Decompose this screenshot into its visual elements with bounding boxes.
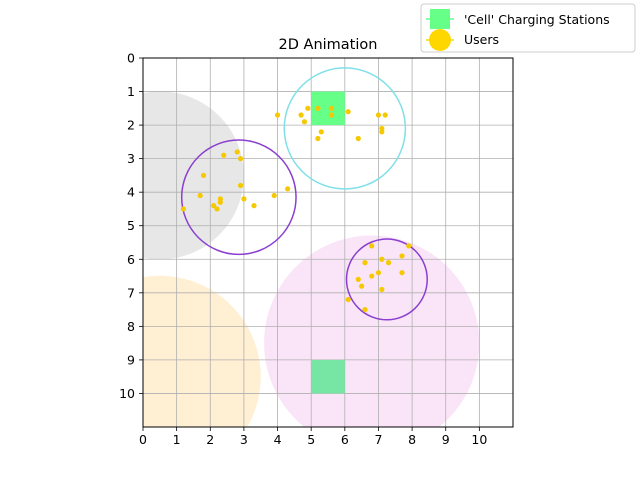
y-tick-label-1: 1 xyxy=(127,84,135,99)
user-point-43 xyxy=(345,296,351,303)
user-point-29 xyxy=(214,206,220,212)
x-tick-label-3: 3 xyxy=(240,432,248,447)
user-point-17 xyxy=(221,152,227,158)
x-tick-label-5: 5 xyxy=(307,432,315,447)
ring-layer xyxy=(180,67,428,321)
x-tick-label-2: 2 xyxy=(206,432,214,447)
legend-users-label: Users xyxy=(464,32,499,47)
user-point-9 xyxy=(318,129,324,135)
user-point-25 xyxy=(241,196,247,202)
legend: 'Cell' Charging Stations Users xyxy=(420,3,636,53)
y-tick-label-3: 3 xyxy=(127,151,135,166)
user-point-36 xyxy=(385,260,392,266)
user-point-42 xyxy=(379,286,385,293)
legend-station-label: 'Cell' Charging Stations xyxy=(464,12,610,27)
coverage-layer xyxy=(143,91,480,427)
coverage-area-2 xyxy=(143,275,261,427)
y-tick-label-2: 2 xyxy=(127,118,135,133)
user-point-31 xyxy=(369,243,375,249)
coverage-area-3 xyxy=(264,235,480,427)
plot-frame xyxy=(142,57,514,428)
user-point-10 xyxy=(315,135,321,142)
user-point-7 xyxy=(328,112,334,118)
user-point-20 xyxy=(237,182,244,189)
user-point-34 xyxy=(379,256,385,262)
chart-title: 2D Animation xyxy=(279,37,378,53)
user-point-33 xyxy=(399,253,405,259)
user-point-40 xyxy=(355,276,361,282)
user-point-6 xyxy=(328,105,334,111)
user-point-19 xyxy=(200,172,207,179)
y-tick-label-7: 7 xyxy=(127,285,135,300)
x-tick-label-9: 9 xyxy=(442,432,450,447)
user-point-3 xyxy=(301,119,308,125)
user-point-4 xyxy=(305,105,311,111)
legend-users-swatch xyxy=(429,29,451,51)
range-ring-1 xyxy=(283,67,407,190)
coverage-area-1 xyxy=(143,91,244,260)
x-tick-label-8: 8 xyxy=(408,432,416,447)
y-tick-label-10: 10 xyxy=(119,386,135,401)
user-point-41 xyxy=(359,283,365,289)
y-tick-label-8: 8 xyxy=(127,319,135,334)
x-tick-label-6: 6 xyxy=(341,432,349,447)
y-tick-label-0: 0 xyxy=(127,51,135,66)
user-point-22 xyxy=(197,192,203,199)
x-axis: 0 1 2 3 4 5 6 7 8 9 10 xyxy=(139,427,487,447)
user-point-44 xyxy=(362,306,368,313)
user-point-35 xyxy=(362,260,368,266)
plot-area xyxy=(143,58,513,427)
x-tick-label-0: 0 xyxy=(139,432,147,447)
user-point-18 xyxy=(237,156,244,162)
range-ring-2 xyxy=(180,139,297,256)
user-point-16 xyxy=(234,149,240,155)
x-tick-label-10: 10 xyxy=(471,432,487,447)
user-point-23 xyxy=(271,192,277,199)
user-point-27 xyxy=(211,203,217,209)
y-tick-label-6: 6 xyxy=(127,252,135,267)
user-point-28 xyxy=(251,203,257,209)
user-point-11 xyxy=(355,135,361,142)
user-point-8 xyxy=(345,109,351,115)
user-point-1 xyxy=(274,112,281,118)
legend-station-swatch xyxy=(430,9,450,29)
y-tick-label-9: 9 xyxy=(127,352,135,367)
user-point-30 xyxy=(180,206,186,212)
user-point-21 xyxy=(285,186,291,192)
user-point-12 xyxy=(375,112,382,118)
user-point-32 xyxy=(406,243,412,249)
user-point-39 xyxy=(369,273,375,279)
x-tick-label-7: 7 xyxy=(374,432,382,447)
legend-box xyxy=(420,3,636,53)
user-point-15 xyxy=(379,129,385,135)
y-axis: 0 1 2 3 4 5 6 7 8 9 10 xyxy=(119,51,143,401)
range-ring-3 xyxy=(345,238,428,321)
user-point-5 xyxy=(315,105,321,111)
charging-station-2 xyxy=(311,359,345,394)
user-layer xyxy=(180,105,412,313)
user-point-2 xyxy=(298,112,304,118)
y-tick-label-5: 5 xyxy=(127,218,135,233)
user-point-13 xyxy=(382,112,388,118)
user-point-38 xyxy=(399,270,405,276)
y-tick-label-4: 4 xyxy=(127,185,135,200)
x-tick-label-4: 4 xyxy=(274,432,282,447)
user-point-26 xyxy=(217,199,223,205)
x-tick-label-1: 1 xyxy=(173,432,181,447)
user-point-37 xyxy=(375,270,382,276)
